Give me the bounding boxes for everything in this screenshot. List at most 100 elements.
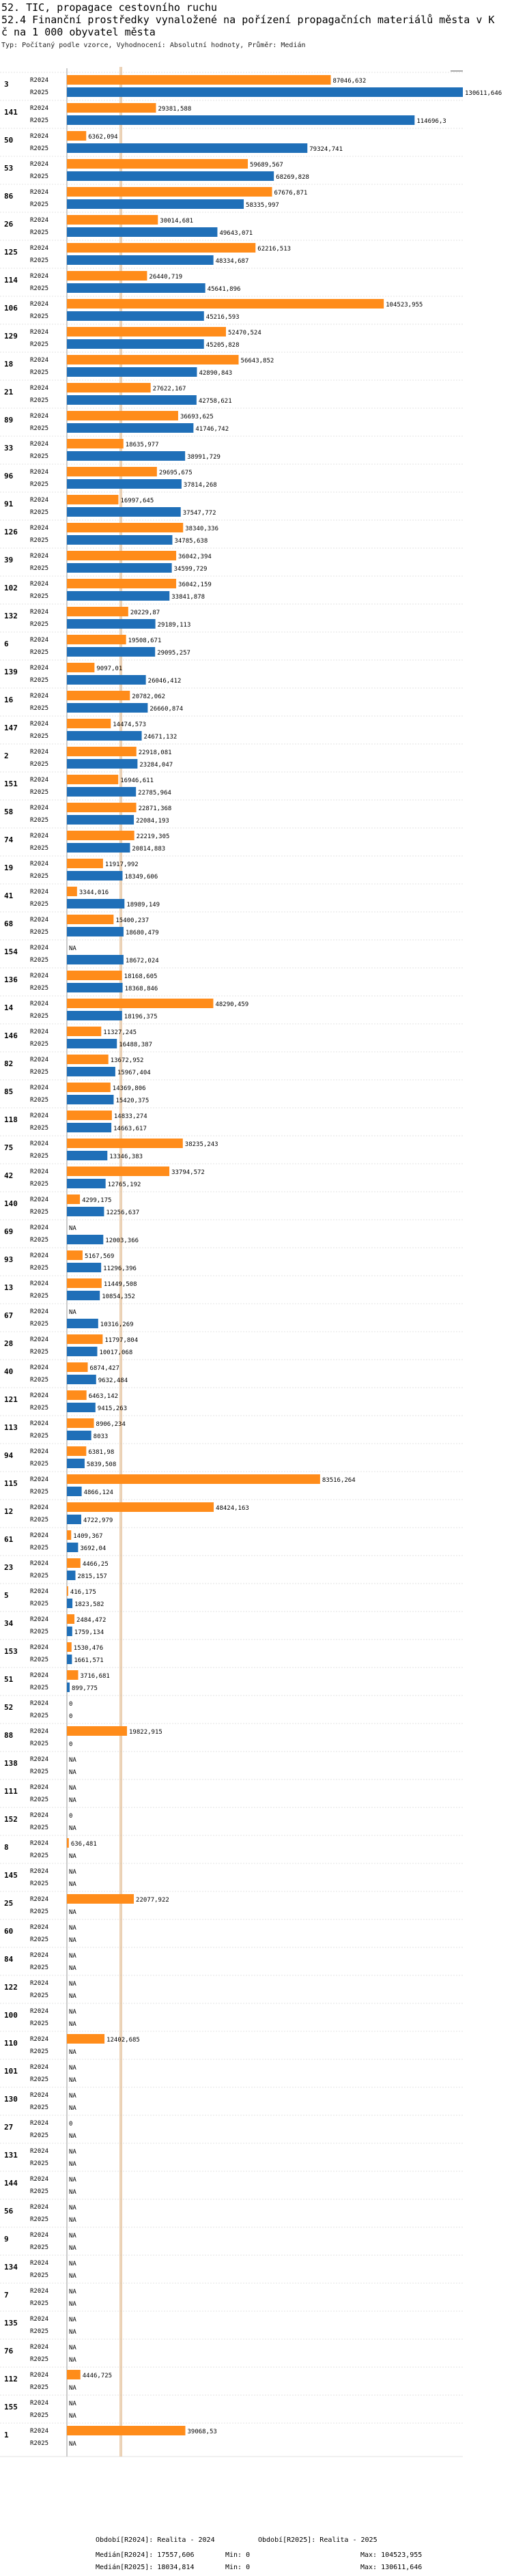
bar-r2024: [67, 271, 147, 281]
category-label: 2: [4, 752, 9, 760]
series-label-r2024: R2024: [30, 2148, 48, 2155]
bar-r2024: [67, 1614, 75, 1624]
category-label: 131: [4, 2151, 18, 2160]
value-label-r2025: NA: [69, 2441, 76, 2448]
value-label-r2024: NA: [69, 2401, 76, 2407]
value-label-r2025: 29189,113: [158, 622, 191, 629]
series-label-r2024: R2024: [30, 1001, 48, 1007]
value-label-r2025: 58335,997: [246, 202, 279, 209]
legend-r2025: Období[R2025]: Realita - 2025: [258, 2536, 378, 2544]
series-label-r2025: R2025: [30, 2048, 48, 2055]
series-label-r2024: R2024: [30, 2260, 48, 2267]
series-label-r2025: R2025: [30, 1321, 48, 1328]
bar-r2024: [67, 1055, 109, 1064]
bar-r2025: [67, 1067, 115, 1076]
series-label-r2024: R2024: [30, 2008, 48, 2015]
series-label-r2024: R2024: [30, 665, 48, 672]
series-label-r2024: R2024: [30, 2176, 48, 2183]
category-label: 52: [4, 1703, 13, 1712]
series-label-r2025: R2025: [30, 1824, 48, 1831]
bar-r2025: [67, 1095, 114, 1104]
value-label-r2025: 0: [69, 1741, 72, 1748]
series-label-r2025: R2025: [30, 1125, 48, 1132]
bar-r2025: [67, 1319, 98, 1328]
bar-r2025: [67, 535, 173, 545]
value-label-r2024: 36042,394: [178, 554, 212, 560]
value-label-r2024: 29381,588: [158, 106, 191, 113]
bar-r2025: [67, 1515, 81, 1524]
series-label-r2024: R2024: [30, 105, 48, 112]
bar-r2024: [67, 159, 248, 169]
series-label-r2025: R2025: [30, 341, 48, 348]
bar-r2024: [67, 1726, 128, 1736]
category-label: 132: [4, 612, 18, 620]
series-label-r2024: R2024: [30, 1169, 48, 1175]
series-label-r2025: R2025: [30, 1545, 48, 1551]
value-label-r2025: 37547,772: [183, 510, 216, 517]
bar-r2025: [67, 283, 205, 293]
bar-r2025: [67, 87, 463, 97]
value-label-r2024: NA: [69, 2093, 76, 2100]
series-label-r2024: R2024: [30, 1420, 48, 1427]
category-label: 9: [4, 2235, 9, 2244]
bar-r2024: [67, 1250, 83, 1260]
category-label: 21: [4, 388, 14, 397]
value-label-r2024: 104523,955: [386, 302, 423, 309]
bar-r2024: [67, 859, 103, 868]
value-label-r2025: 22785,964: [138, 790, 171, 797]
bar-r2024: [67, 467, 157, 476]
series-label-r2025: R2025: [30, 677, 48, 684]
series-label-r2025: R2025: [30, 2300, 48, 2307]
bar-r2024: [67, 327, 227, 337]
series-label-r2024: R2024: [30, 833, 48, 840]
category-label: 53: [4, 164, 13, 173]
category-label: 88: [4, 1731, 13, 1740]
series-label-r2025: R2025: [30, 369, 48, 376]
series-label-r2024: R2024: [30, 1141, 48, 1147]
value-label-r2024: 416,175: [70, 1589, 96, 1596]
value-label-r2025: 26046,412: [148, 678, 182, 685]
bar-r2024: [67, 719, 111, 728]
series-label-r2024: R2024: [30, 133, 48, 140]
bar-r2024: [67, 1558, 81, 1568]
value-label-r2024: 14833,274: [114, 1113, 147, 1120]
value-label-r2025: NA: [69, 1825, 76, 1832]
bar-r2025: [67, 395, 197, 405]
category-label: 153: [4, 1647, 18, 1656]
bar-r2025: [67, 1235, 104, 1244]
series-label-r2024: R2024: [30, 1253, 48, 1259]
series-label-r2025: R2025: [30, 621, 48, 628]
series-label-r2024: R2024: [30, 1113, 48, 1119]
value-label-r2025: 4866,124: [84, 1489, 113, 1496]
value-label-r2025: 1759,134: [74, 1629, 104, 1636]
category-label: 91: [4, 500, 14, 509]
bar-r2024: [67, 1642, 72, 1652]
value-label-r2025: 33841,878: [171, 594, 205, 601]
category-label: 130: [4, 2095, 18, 2104]
category-label: 100: [4, 2011, 18, 2020]
value-label-r2024: 4466,25: [83, 1561, 109, 1568]
value-label-r2025: NA: [69, 2301, 76, 2308]
bar-r2025: [67, 115, 415, 125]
bar-r2025: [67, 1487, 82, 1496]
series-label-r2025: R2025: [30, 145, 48, 152]
bar-r2024: [67, 1446, 87, 1456]
series-label-r2024: R2024: [30, 1225, 48, 1231]
value-label-r2025: NA: [69, 2385, 76, 2392]
bar-r2025: [67, 647, 156, 657]
series-label-r2024: R2024: [30, 1392, 48, 1399]
series-label-r2025: R2025: [30, 705, 48, 712]
value-label-r2025: 10316,269: [100, 1321, 134, 1328]
series-label-r2025: R2025: [30, 929, 48, 936]
value-label-r2025: NA: [69, 2189, 76, 2196]
category-label: 28: [4, 1339, 13, 1348]
value-label-r2024: 11917,992: [105, 861, 139, 868]
category-label: 125: [4, 248, 18, 257]
bar-r2025: [67, 339, 204, 349]
value-label-r2024: NA: [69, 1757, 76, 1764]
series-label-r2025: R2025: [30, 537, 48, 544]
bar-r2024: [67, 1530, 72, 1540]
value-label-r2025: 42758,621: [199, 398, 232, 405]
series-label-r2024: R2024: [30, 1085, 48, 1091]
value-label-r2025: 22084,193: [136, 818, 169, 825]
